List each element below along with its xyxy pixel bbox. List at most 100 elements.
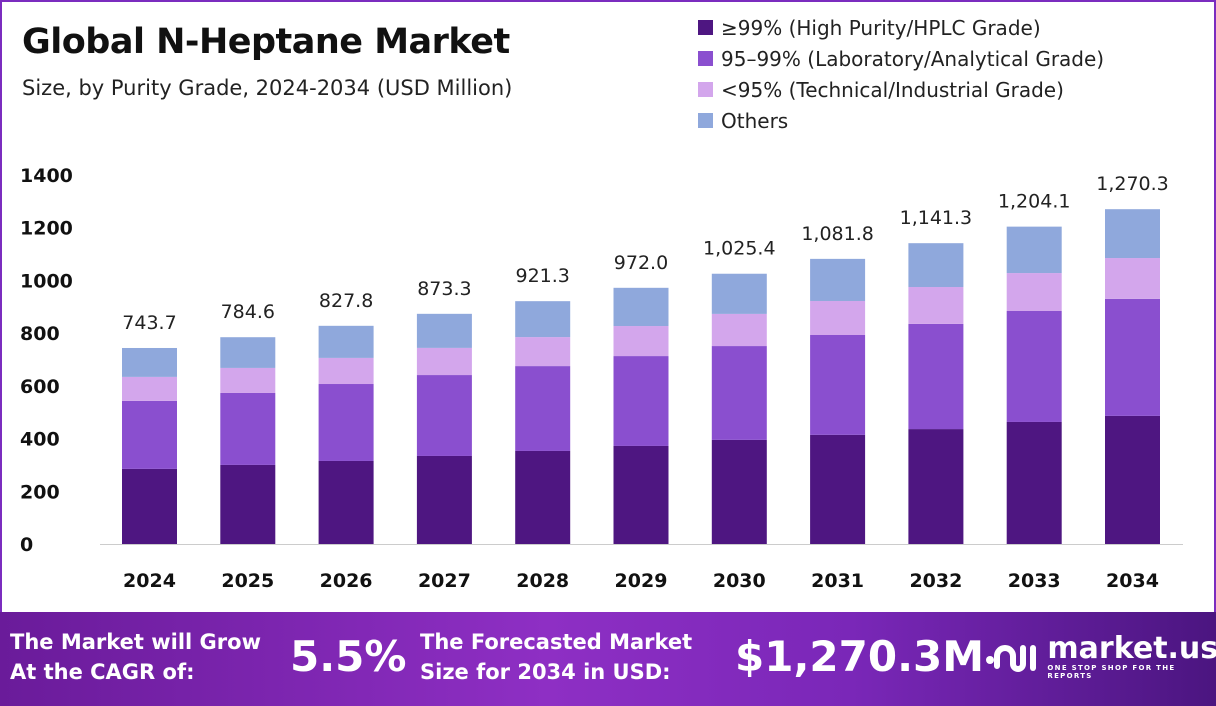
bar-segment: [122, 376, 177, 401]
data-label: 1,270.3: [1096, 173, 1169, 195]
bar-segment: [220, 367, 276, 393]
bar-segment: [416, 455, 472, 544]
y-tick-label: 800: [20, 323, 60, 345]
bar-segment: [1105, 209, 1160, 259]
x-tick-label: 2034: [1106, 570, 1159, 592]
bar-segment: [515, 301, 571, 338]
forecast-label: The Forecasted Market Size for 2034 in U…: [420, 630, 693, 684]
bar-segment: [318, 325, 374, 358]
bar-segment: [122, 347, 177, 377]
data-label: 1,025.4: [703, 238, 776, 260]
bar-segment: [908, 287, 964, 324]
bar-chart: 0 200 400 600 800 1000 1200 1400 743.7 2024 784.6 2…: [20, 165, 1183, 592]
data-label: 1,081.8: [801, 223, 874, 245]
footer-banner: The Market will Grow At the CAGR of: 5.5…: [0, 612, 1216, 706]
data-label: 827.8: [319, 290, 373, 312]
x-tick-label: 2026: [320, 570, 373, 592]
bar-segment: [515, 366, 571, 451]
y-tick-label: 1000: [20, 270, 73, 292]
forecast-value: $1,270.3M: [735, 632, 985, 681]
bar-segment: [318, 384, 374, 461]
cagr-value: 5.5%: [290, 632, 407, 681]
legend-label: 95–99% (Laboratory/Analytical Grade): [721, 46, 1105, 71]
bar-segment: [1105, 298, 1160, 416]
x-tick-label: 2031: [811, 570, 864, 592]
market-us-logo: market.us ONE STOP SHOP FOR THE REPORTS: [985, 634, 1216, 680]
legend-swatch: [698, 20, 713, 35]
bar-segment: [908, 429, 964, 544]
x-tick-label: 2025: [221, 570, 274, 592]
bar-segment: [318, 460, 374, 544]
legend-label: ≥99% (High Purity/HPLC Grade): [721, 15, 1041, 40]
cagr-label: The Market will Grow At the CAGR of:: [10, 630, 261, 684]
bar-segment: [613, 326, 669, 357]
bar-segment: [1006, 311, 1062, 422]
x-tick-label: 2030: [713, 570, 766, 592]
y-tick-label: 1400: [20, 165, 73, 187]
x-tick-label: 2028: [516, 570, 569, 592]
bar-segment: [810, 334, 866, 435]
bar-segment: [220, 337, 276, 368]
x-tick-label: 2029: [615, 570, 668, 592]
legend-item: Others: [698, 105, 1104, 136]
bar-segment: [1105, 258, 1160, 299]
bar-segment: [908, 243, 964, 288]
bar-segment: [711, 313, 767, 347]
legend-label: Others: [721, 108, 789, 133]
y-tick-label: 0: [20, 534, 33, 556]
bar-segment: [1006, 421, 1062, 544]
legend-swatch: [698, 113, 713, 128]
bar-segment: [416, 313, 472, 348]
legend-item: 95–99% (Laboratory/Analytical Grade): [698, 43, 1104, 74]
legend-swatch: [698, 51, 713, 66]
y-tick-label: 600: [20, 376, 60, 398]
legend-item: <95% (Technical/Industrial Grade): [698, 74, 1104, 105]
legend-label: <95% (Technical/Industrial Grade): [721, 77, 1064, 102]
bar-segment: [613, 287, 669, 327]
bar-segment: [416, 375, 472, 456]
chart-frame: [0, 0, 1216, 612]
bar-segment: [220, 464, 276, 544]
y-tick-label: 400: [20, 429, 60, 451]
data-label: 972.0: [614, 252, 668, 274]
x-tick-label: 2032: [909, 570, 962, 592]
bar-segment: [1006, 273, 1062, 312]
bar-segment: [711, 273, 767, 314]
data-label: 743.7: [122, 312, 176, 334]
chart-subtitle: Size, by Purity Grade, 2024-2034 (USD Mi…: [22, 76, 513, 100]
bar-segment: [1105, 415, 1160, 544]
bar-segment: [515, 337, 571, 367]
bar-segment: [515, 450, 571, 544]
bar-segment: [810, 300, 866, 335]
brand-tagline: ONE STOP SHOP FOR THE REPORTS: [1047, 664, 1176, 680]
bar-segment: [613, 445, 669, 544]
bar-segment: [122, 468, 177, 544]
bar-segment: [416, 347, 472, 376]
bar-segment: [711, 346, 767, 440]
x-tick-label: 2027: [418, 570, 471, 592]
bar-segment: [711, 439, 767, 544]
data-label: 784.6: [221, 301, 275, 323]
data-label: 1,141.3: [900, 207, 973, 229]
legend-item: ≥99% (High Purity/HPLC Grade): [698, 12, 1104, 43]
chart-title: Global N-Heptane Market: [22, 22, 510, 62]
bar-segment: [810, 434, 866, 544]
bar-segment: [318, 357, 374, 385]
x-tick-label: 2024: [123, 570, 176, 592]
legend-swatch: [698, 82, 713, 97]
x-tick-label: 2033: [1008, 570, 1061, 592]
data-label: 921.3: [515, 265, 569, 287]
bar-segment: [220, 392, 276, 465]
bar-segment: [1006, 226, 1062, 274]
y-tick-label: 1200: [20, 218, 73, 240]
bar-segment: [908, 323, 964, 430]
legend: ≥99% (High Purity/HPLC Grade) 95–99% (La…: [698, 12, 1104, 136]
data-label: 1,204.1: [998, 191, 1071, 213]
logo-icon: [986, 645, 1036, 672]
y-tick-label: 200: [20, 481, 60, 503]
bar-segment: [810, 258, 866, 301]
bar-segment: [613, 356, 669, 446]
data-label: 873.3: [417, 278, 471, 300]
bar-segment: [122, 400, 177, 469]
brand-name: market.us: [1047, 631, 1216, 666]
